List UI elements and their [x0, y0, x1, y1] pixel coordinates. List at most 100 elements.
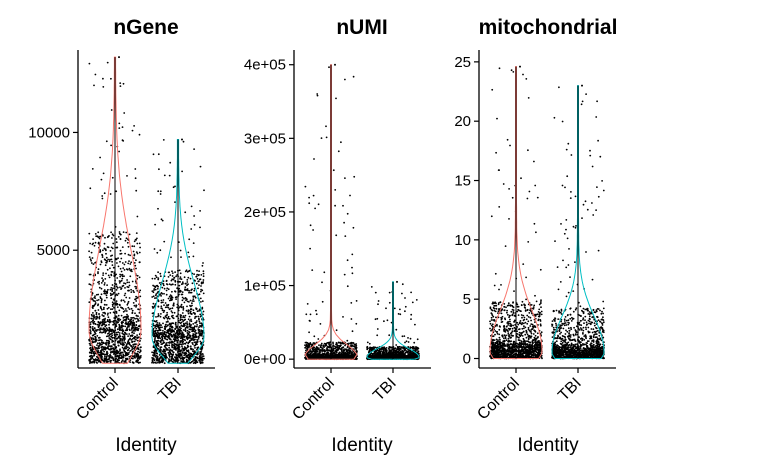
data-point — [315, 309, 317, 312]
data-point — [130, 321, 133, 324]
data-point — [128, 233, 131, 236]
data-point — [131, 327, 134, 330]
data-point — [191, 304, 193, 307]
data-point — [98, 336, 101, 339]
data-point — [119, 233, 122, 236]
x-tick-label: Control — [73, 375, 121, 423]
data-point — [161, 309, 164, 311]
data-point — [116, 352, 119, 355]
data-point — [118, 127, 121, 129]
data-point — [194, 296, 197, 299]
data-point — [90, 358, 92, 361]
data-point — [101, 253, 103, 256]
data-point — [128, 351, 130, 354]
data-point — [351, 253, 354, 256]
data-point — [174, 321, 177, 324]
data-point — [94, 241, 97, 244]
data-point — [190, 339, 193, 341]
data-point — [354, 343, 357, 346]
data-point — [337, 353, 340, 356]
data-point — [129, 323, 132, 326]
data-point — [91, 329, 94, 331]
data-point — [98, 313, 100, 315]
data-point — [184, 211, 187, 214]
data-point — [94, 331, 96, 334]
data-point — [94, 73, 97, 76]
data-point — [162, 360, 165, 362]
data-point — [121, 273, 124, 276]
data-point — [348, 349, 351, 351]
data-point — [343, 221, 345, 224]
data-point — [107, 235, 110, 238]
data-point — [173, 338, 176, 341]
data-point — [100, 351, 103, 354]
data-point — [92, 337, 94, 339]
data-point — [90, 251, 93, 254]
data-point — [321, 350, 323, 353]
data-point — [93, 358, 96, 361]
data-point — [187, 312, 190, 315]
data-point — [190, 205, 193, 208]
data-point — [190, 318, 192, 321]
data-point — [122, 82, 125, 85]
data-point — [160, 333, 163, 336]
data-point — [104, 347, 107, 350]
data-point — [139, 246, 142, 249]
data-point — [191, 302, 193, 305]
data-point — [135, 338, 137, 341]
data-point — [178, 336, 181, 338]
data-point — [110, 328, 112, 331]
data-point — [346, 339, 349, 342]
data-point — [121, 328, 124, 331]
data-point — [186, 329, 189, 332]
data-point — [304, 185, 307, 188]
data-point — [346, 212, 349, 215]
data-point — [106, 319, 109, 321]
data-point — [120, 288, 122, 290]
data-point — [170, 297, 173, 299]
data-point — [121, 126, 124, 128]
data-point — [170, 335, 173, 338]
data-point — [111, 308, 114, 310]
data-point — [159, 337, 162, 340]
data-point — [134, 177, 137, 180]
data-point — [306, 347, 308, 350]
data-point — [121, 307, 124, 309]
data-point — [334, 189, 337, 191]
data-point — [201, 358, 204, 361]
data-point — [317, 338, 320, 340]
data-point — [88, 256, 91, 258]
data-point — [127, 300, 130, 303]
data-point — [184, 348, 186, 351]
data-point — [193, 326, 196, 329]
data-point — [151, 312, 154, 315]
data-point — [137, 355, 140, 358]
data-point — [182, 282, 184, 285]
data-point — [132, 289, 135, 292]
data-point — [103, 192, 106, 195]
data-point — [139, 295, 142, 298]
data-point — [89, 326, 92, 329]
data-point — [161, 337, 164, 340]
data-point — [189, 354, 192, 357]
data-point — [171, 350, 174, 352]
data-point — [195, 315, 198, 318]
data-point — [89, 258, 92, 261]
data-point — [90, 351, 92, 354]
data-point — [307, 344, 310, 346]
data-point — [123, 263, 126, 266]
data-point — [377, 300, 380, 302]
data-point — [153, 248, 156, 250]
data-point — [101, 345, 104, 348]
data-point — [171, 326, 174, 329]
data-point — [159, 356, 162, 359]
data-point — [129, 263, 132, 265]
data-point — [322, 345, 325, 348]
data-point — [337, 341, 340, 344]
data-point — [164, 338, 167, 340]
data-point — [181, 291, 184, 293]
data-point — [162, 322, 164, 325]
data-point — [93, 320, 96, 323]
data-point — [110, 77, 112, 80]
